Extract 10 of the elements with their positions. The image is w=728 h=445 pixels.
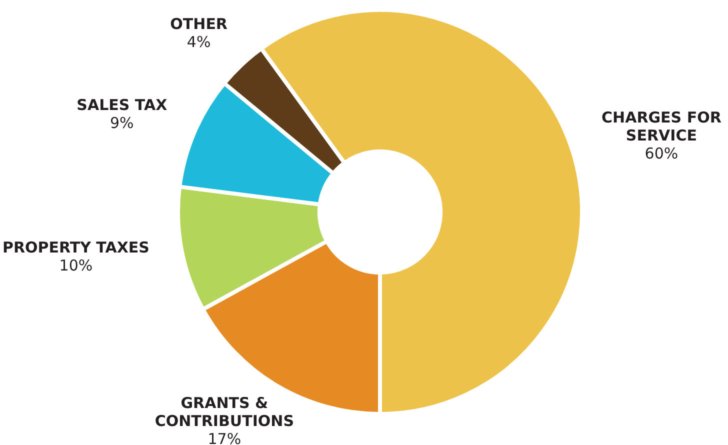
slice-label: CHARGES FOR SERVICE bbox=[602, 108, 722, 144]
slice-label: GRANTS & CONTRIBUTIONS bbox=[154, 394, 294, 430]
data-label: 4% bbox=[186, 33, 211, 52]
slice-label: SALES TAX bbox=[76, 96, 168, 114]
data-label: 10% bbox=[59, 256, 93, 275]
slice-label: PROPERTY TAXES bbox=[2, 238, 150, 257]
data-label: 9% bbox=[110, 114, 134, 132]
slice-label: OTHER bbox=[170, 15, 228, 34]
data-label: 17% bbox=[208, 430, 242, 445]
data-label: 60% bbox=[644, 144, 678, 162]
